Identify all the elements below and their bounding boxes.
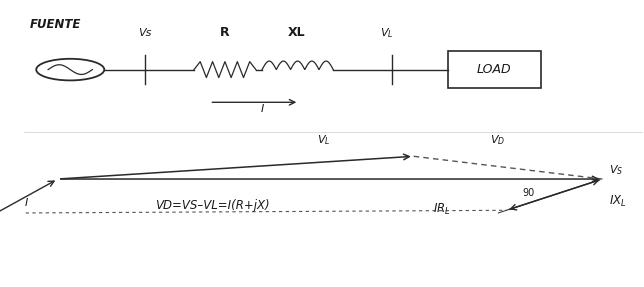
Text: $I$: $I$ [24, 196, 30, 208]
Text: $V_L$: $V_L$ [379, 26, 393, 40]
Text: VD=VS–VL=I(R+jX): VD=VS–VL=I(R+jX) [155, 199, 270, 212]
Text: XL: XL [287, 26, 305, 39]
Text: LOAD: LOAD [477, 63, 511, 76]
Text: FUENTE: FUENTE [30, 18, 81, 31]
Text: $IX_L$: $IX_L$ [609, 194, 626, 209]
Text: R: R [220, 26, 230, 39]
Text: $V_S$: $V_S$ [609, 163, 623, 177]
Text: Vs: Vs [138, 28, 152, 38]
Text: $V_L$: $V_L$ [317, 133, 330, 147]
Bar [448, 51, 540, 88]
Text: $V_D$: $V_D$ [489, 133, 505, 147]
Text: 90: 90 [522, 188, 535, 198]
Text: $I$: $I$ [260, 102, 265, 114]
Text: $IR_L$: $IR_L$ [433, 202, 450, 217]
